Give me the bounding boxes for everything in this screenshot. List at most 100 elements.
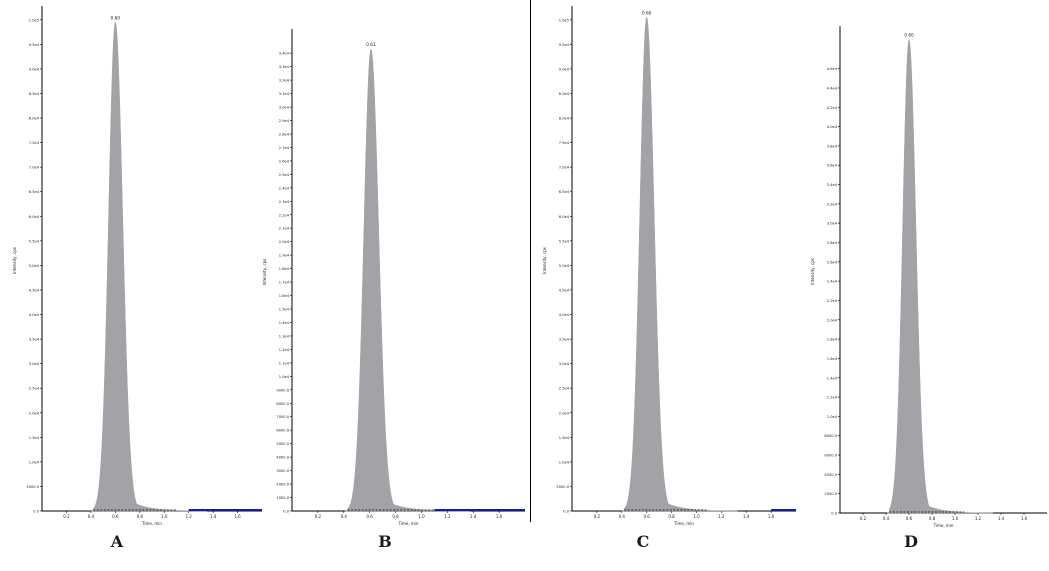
x-tick-label-c: 0.4: [619, 514, 626, 519]
y-tick-label-c: 9.0e4: [559, 67, 570, 71]
x-tick-label-b: 0.4: [341, 514, 348, 519]
y-tick-label-a: 1.5e4: [29, 436, 40, 440]
y-tick-label-c: 6.0e4: [559, 215, 570, 219]
y-tick-label-b: 1.5e4: [279, 308, 290, 312]
y-tick-label-b: 6000.0: [276, 429, 289, 433]
y-tick-label-d: 2.4e4: [827, 280, 838, 284]
peak-area-a: [90, 21, 207, 512]
y-tick-label-b: 8000.0: [276, 402, 289, 406]
y-tick-label-c: 7.5e4: [559, 141, 570, 145]
x-tick-label-d: 1.0: [952, 516, 959, 521]
y-tick-label-d: 1.0e4: [827, 415, 838, 419]
peak-label-c: 0.60: [642, 10, 652, 15]
y-tick-label-c: 0.0: [563, 510, 569, 514]
y-tick-label-d: 2.0e4: [827, 318, 838, 322]
panel-label-a: A: [110, 532, 124, 551]
y-tick-label-d: 4.4e4: [827, 86, 838, 90]
y-tick-label-b: 1.0e4: [279, 375, 290, 379]
y-tick-label-d: 1.6e4: [827, 357, 838, 361]
y-tick-label-b: 5000.0: [276, 442, 289, 446]
x-tick-label-d: 0.8: [929, 516, 936, 521]
y-tick-label-b: 9000.0: [276, 388, 289, 392]
x-tick-label-a: 1.0: [161, 514, 168, 519]
x-tick-label-b: 1.4: [470, 514, 477, 519]
x-tick-label-d: 0.4: [883, 516, 890, 521]
y-tick-label-d: 1.8e4: [827, 338, 838, 342]
y-tick-label-a: 0.0: [33, 510, 39, 514]
peak-area-d: [887, 39, 993, 514]
peak-label-a: 0.60: [111, 15, 121, 20]
x-tick-label-b: 0.6: [366, 514, 373, 519]
y-tick-label-c: 1.0e4: [559, 460, 570, 464]
y-tick-label-b: 0.0: [283, 510, 289, 514]
y-tick-label-d: 3.0e4: [827, 222, 838, 226]
y-tick-label-b: 2.4e4: [279, 186, 290, 190]
x-tick-label-b: 0.8: [392, 514, 399, 519]
panel-label-c: C: [636, 532, 650, 551]
x-tick-label-d: 1.2: [975, 516, 982, 521]
y-tick-label-d: 4.2e4: [827, 106, 838, 110]
x-tick-label-c: 0.2: [594, 514, 601, 519]
peak-area-c: [621, 16, 738, 512]
y-tick-label-c: 6.5e4: [559, 190, 570, 194]
y-tick-label-b: 1.1e4: [279, 361, 290, 365]
x-tick-label-d: 1.6: [1021, 516, 1028, 521]
panel-separator: [530, 0, 531, 522]
x-tick-label-d: 0.6: [906, 516, 913, 521]
y-tick-label-d: 0.0: [831, 512, 837, 516]
x-tick-label-c: 0.6: [643, 514, 650, 519]
x-tick-label-a: 0.8: [137, 514, 144, 519]
y-tick-label-d: 1.2e4: [827, 396, 838, 400]
y-tick-label-c: 5.0e4: [559, 264, 570, 268]
y-tick-label-b: 1.9e4: [279, 254, 290, 258]
y-tick-label-d: 4.0e4: [827, 125, 838, 129]
y-tick-label-a: 1.0e4: [29, 460, 40, 464]
y-tick-label-c: 3.5e4: [559, 338, 570, 342]
y-tick-label-c: 1.0e5: [559, 18, 569, 22]
y-axis-label-b: Intensity, cps: [262, 259, 267, 286]
y-tick-label-a: 8.5e4: [29, 92, 40, 96]
y-tick-label-d: 3.2e4: [827, 202, 838, 206]
y-axis-label-c: Intensity, cps: [542, 247, 547, 274]
y-tick-label-d: 1.4e4: [827, 376, 838, 380]
x-tick-label-d: 1.4: [998, 516, 1005, 521]
y-tick-label-b: 3.3e4: [279, 65, 290, 69]
y-tick-label-a: 9.5e4: [29, 43, 40, 47]
y-tick-label-b: 2.8e4: [279, 132, 290, 136]
x-tick-label-a: 0.6: [112, 514, 119, 519]
y-tick-label-b: 1000.0: [276, 496, 289, 500]
y-tick-label-a: 6.5e4: [29, 190, 40, 194]
y-tick-label-c: 2.0e4: [559, 411, 570, 415]
panel-label-b: B: [378, 532, 392, 551]
y-tick-label-d: 2000.0: [824, 492, 837, 496]
y-tick-label-a: 9.0e4: [29, 67, 40, 71]
panel-label-d: D: [904, 532, 918, 551]
y-tick-label-a: 5.0e4: [29, 264, 40, 268]
y-tick-label-b: 2.5e4: [279, 173, 290, 177]
y-tick-label-b: 2.1e4: [279, 227, 290, 231]
y-tick-label-a: 7.0e4: [29, 166, 40, 170]
y-tick-label-b: 1.4e4: [279, 321, 290, 325]
y-axis-label-a: Intensity, cps: [12, 247, 17, 274]
y-tick-label-a: 2.0e4: [29, 411, 40, 415]
y-tick-label-d: 6000.0: [824, 454, 837, 458]
y-tick-label-c: 8.0e4: [559, 117, 570, 121]
y-tick-label-b: 1.3e4: [279, 334, 290, 338]
y-tick-label-a: 4.5e4: [29, 288, 40, 292]
y-tick-label-b: 1.8e4: [279, 267, 290, 271]
y-tick-label-d: 2.6e4: [827, 260, 838, 264]
y-tick-label-d: 8000.0: [824, 434, 837, 438]
x-tick-label-a: 0.2: [63, 514, 70, 519]
y-tick-label-b: 1.6e4: [279, 294, 290, 298]
y-tick-label-d: 3.4e4: [827, 183, 838, 187]
y-tick-label-a: 3.5e4: [29, 338, 40, 342]
x-tick-label-d: 0.2: [860, 516, 867, 521]
y-tick-label-c: 7.0e4: [559, 166, 570, 170]
y-tick-label-a: 4.0e4: [29, 313, 40, 317]
y-tick-label-a: 5000.0: [26, 485, 39, 489]
y-tick-label-b: 2.6e4: [279, 159, 290, 163]
y-tick-label-d: 4000.0: [824, 473, 837, 477]
y-tick-label-b: 2.3e4: [279, 200, 290, 204]
